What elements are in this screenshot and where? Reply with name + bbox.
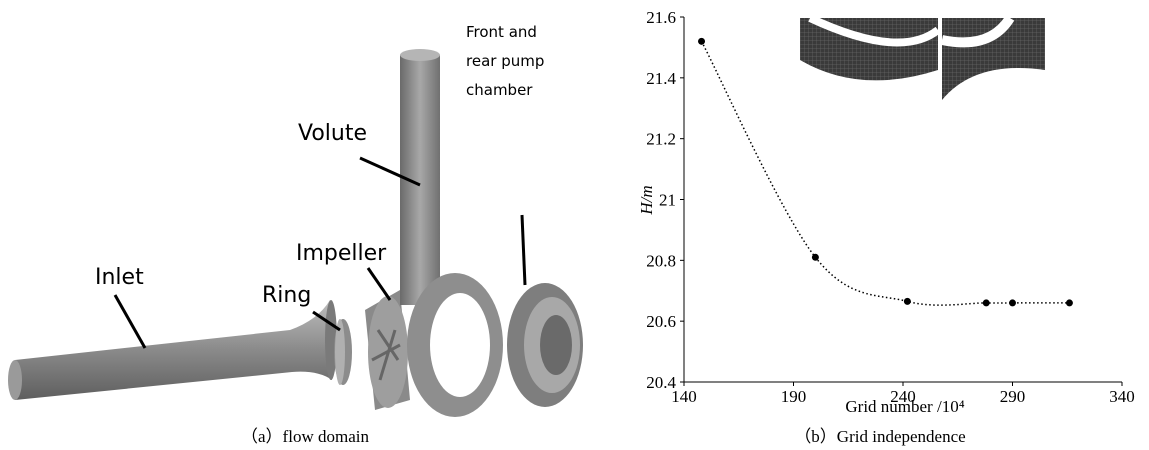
x-tick-label: 190: [781, 387, 807, 406]
caption: （a）flow domain: [241, 427, 369, 446]
label-chamber: Front and: [466, 23, 537, 41]
data-point: [982, 299, 990, 307]
mesh-inset: [800, 14, 1045, 100]
caption: （b）Grid independence: [794, 427, 965, 446]
x-tick-label: 340: [1109, 387, 1135, 406]
label-volute: Volute: [298, 121, 367, 146]
y-tick-label: 20.4: [646, 373, 676, 392]
leader-lines: [113, 156, 527, 349]
flow-domain-render: [8, 49, 583, 417]
y-axis-title: H/m: [637, 185, 656, 215]
label-chamber: rear pump: [466, 52, 544, 70]
label-chamber: chamber: [466, 81, 533, 99]
data-point: [698, 37, 706, 45]
label-inlet: Inlet: [95, 265, 144, 290]
data-point: [903, 297, 911, 305]
y-tick-label: 20.6: [646, 312, 676, 331]
label-impeller: Impeller: [296, 241, 387, 266]
label-ring: Ring: [262, 283, 311, 308]
y-tick-label: 21.2: [646, 130, 676, 149]
data-point: [1065, 299, 1073, 307]
y-tick-label: 20.8: [646, 251, 676, 270]
x-axis-title: Grid number /10⁴: [845, 397, 964, 416]
x-tick-label: 140: [671, 387, 697, 406]
y-tick-label: 21.4: [646, 69, 676, 88]
x-tick-label: 240: [890, 387, 916, 406]
y-tick-label: 21: [659, 191, 676, 210]
y-tick-label: 21.6: [646, 8, 676, 27]
data-point: [811, 253, 819, 261]
data-point: [1009, 299, 1016, 307]
x-tick-label: 290: [1000, 387, 1026, 406]
